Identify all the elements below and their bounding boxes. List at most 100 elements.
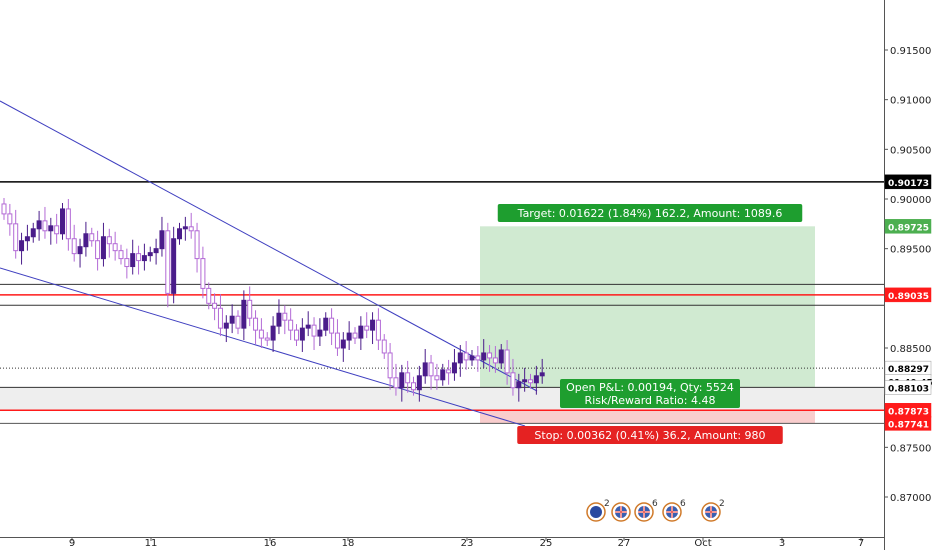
candle-body: [492, 357, 498, 364]
candle-body: [141, 255, 147, 262]
support-band: [0, 387, 884, 411]
candle-body: [288, 319, 294, 331]
price-tick-label: 0.87000: [890, 493, 931, 504]
price-tag-label: 0.88297: [888, 365, 929, 375]
candle-body: [282, 312, 288, 321]
candle-body: [469, 355, 475, 361]
candle-body: [422, 362, 428, 377]
economic-events[interactable]: 2 6 6 2: [586, 499, 725, 522]
candle-body: [317, 329, 323, 337]
candle-body: [416, 375, 422, 391]
candle-body: [446, 369, 452, 374]
candle-body: [48, 225, 54, 232]
candle-body: [95, 240, 101, 260]
candle-body: [106, 236, 112, 245]
profit-zone: [480, 226, 815, 388]
candle-body: [510, 372, 516, 389]
candle-body: [358, 325, 364, 339]
price-tag-label: 0.87741: [888, 420, 929, 430]
upper-trendline: [0, 100, 538, 392]
candle-body: [42, 220, 48, 232]
date-tick-label: 16: [264, 538, 277, 549]
candle-body: [411, 382, 416, 391]
candle-body: [352, 332, 358, 339]
candle-body: [258, 329, 264, 339]
date-tick-label: 25: [540, 538, 553, 549]
candle-body: [253, 317, 259, 331]
candle-body: [83, 233, 89, 248]
candle-body: [516, 381, 522, 389]
candle-body: [30, 228, 36, 238]
stop-label-text: Stop: 0.00362 (0.41%) 36.2, Amount: 980: [534, 429, 765, 442]
candle-body: [481, 352, 487, 361]
candle-body: [340, 339, 346, 349]
price-tick-label: 0.91000: [890, 96, 931, 107]
candle-body: [89, 233, 95, 242]
candle-body: [334, 332, 340, 349]
price-tick-label: 0.90000: [890, 195, 931, 206]
candle-body: [36, 220, 42, 230]
event-count: 2: [719, 499, 725, 509]
trendlines: [0, 100, 538, 427]
candle-body: [434, 375, 440, 381]
candle-body: [276, 312, 282, 327]
event-flag-icon: [590, 506, 602, 518]
candle-body: [24, 236, 30, 242]
candle-body: [299, 327, 305, 341]
candle-body: [171, 238, 177, 294]
price-tick-label: 0.91500: [890, 46, 931, 57]
candle-body: [147, 252, 153, 257]
candle-body: [65, 208, 71, 240]
candle-body: [270, 325, 276, 341]
price-tick-label: 0.90500: [890, 145, 931, 156]
candle-body: [124, 258, 130, 268]
candle-body: [457, 352, 463, 364]
candlesticks: [1, 198, 545, 402]
candle-body: [463, 352, 469, 361]
candle-body: [54, 225, 60, 235]
event-count: 6: [652, 499, 658, 509]
date-tick-label: 3: [779, 538, 785, 549]
stop-label-box: [517, 426, 783, 444]
candle-body: [329, 317, 335, 334]
candle-body: [177, 228, 182, 240]
pnl-text: Open P&L: 0.00194, Qty: 5524: [566, 381, 734, 394]
price-tick-label: 0.88500: [890, 344, 931, 355]
candle-body: [194, 230, 200, 260]
candle-body: [264, 337, 270, 341]
candle-body: [19, 240, 25, 252]
candle-body: [393, 377, 399, 389]
price-tag-label: 0.88103: [888, 384, 929, 394]
candle-body: [294, 329, 299, 341]
candle-body: [533, 375, 539, 384]
candle-body: [387, 352, 393, 379]
candle-body: [522, 379, 528, 383]
candle-body: [370, 319, 376, 331]
date-tick-label: 18: [342, 538, 355, 549]
candle-body: [206, 287, 212, 304]
price-tag-label: 0.90173: [888, 179, 929, 189]
date-tick-label: Oct: [694, 538, 711, 549]
candle-body: [451, 362, 457, 374]
target-label-box: [497, 204, 803, 222]
risk-reward-text: Risk/Reward Ratio: 4.48: [585, 394, 716, 407]
date-tick-label: 11: [145, 538, 158, 549]
price-tag: [884, 416, 932, 431]
candle-body: [528, 379, 533, 384]
price-tag: [884, 174, 932, 190]
date-tick-label: 27: [618, 538, 631, 549]
candle-body: [136, 253, 142, 262]
candle-body: [212, 302, 218, 309]
candle-body: [428, 362, 434, 377]
candle-body: [241, 299, 247, 329]
pnl-box: [560, 379, 740, 408]
candle-body: [112, 243, 118, 252]
candle-body: [165, 230, 171, 294]
price-tick-label: 0.89500: [890, 245, 931, 256]
candle-body: [305, 324, 311, 329]
price-tag: [884, 380, 932, 395]
candle-body: [346, 332, 352, 341]
candle-body: [323, 317, 329, 331]
candle-body: [13, 223, 19, 252]
